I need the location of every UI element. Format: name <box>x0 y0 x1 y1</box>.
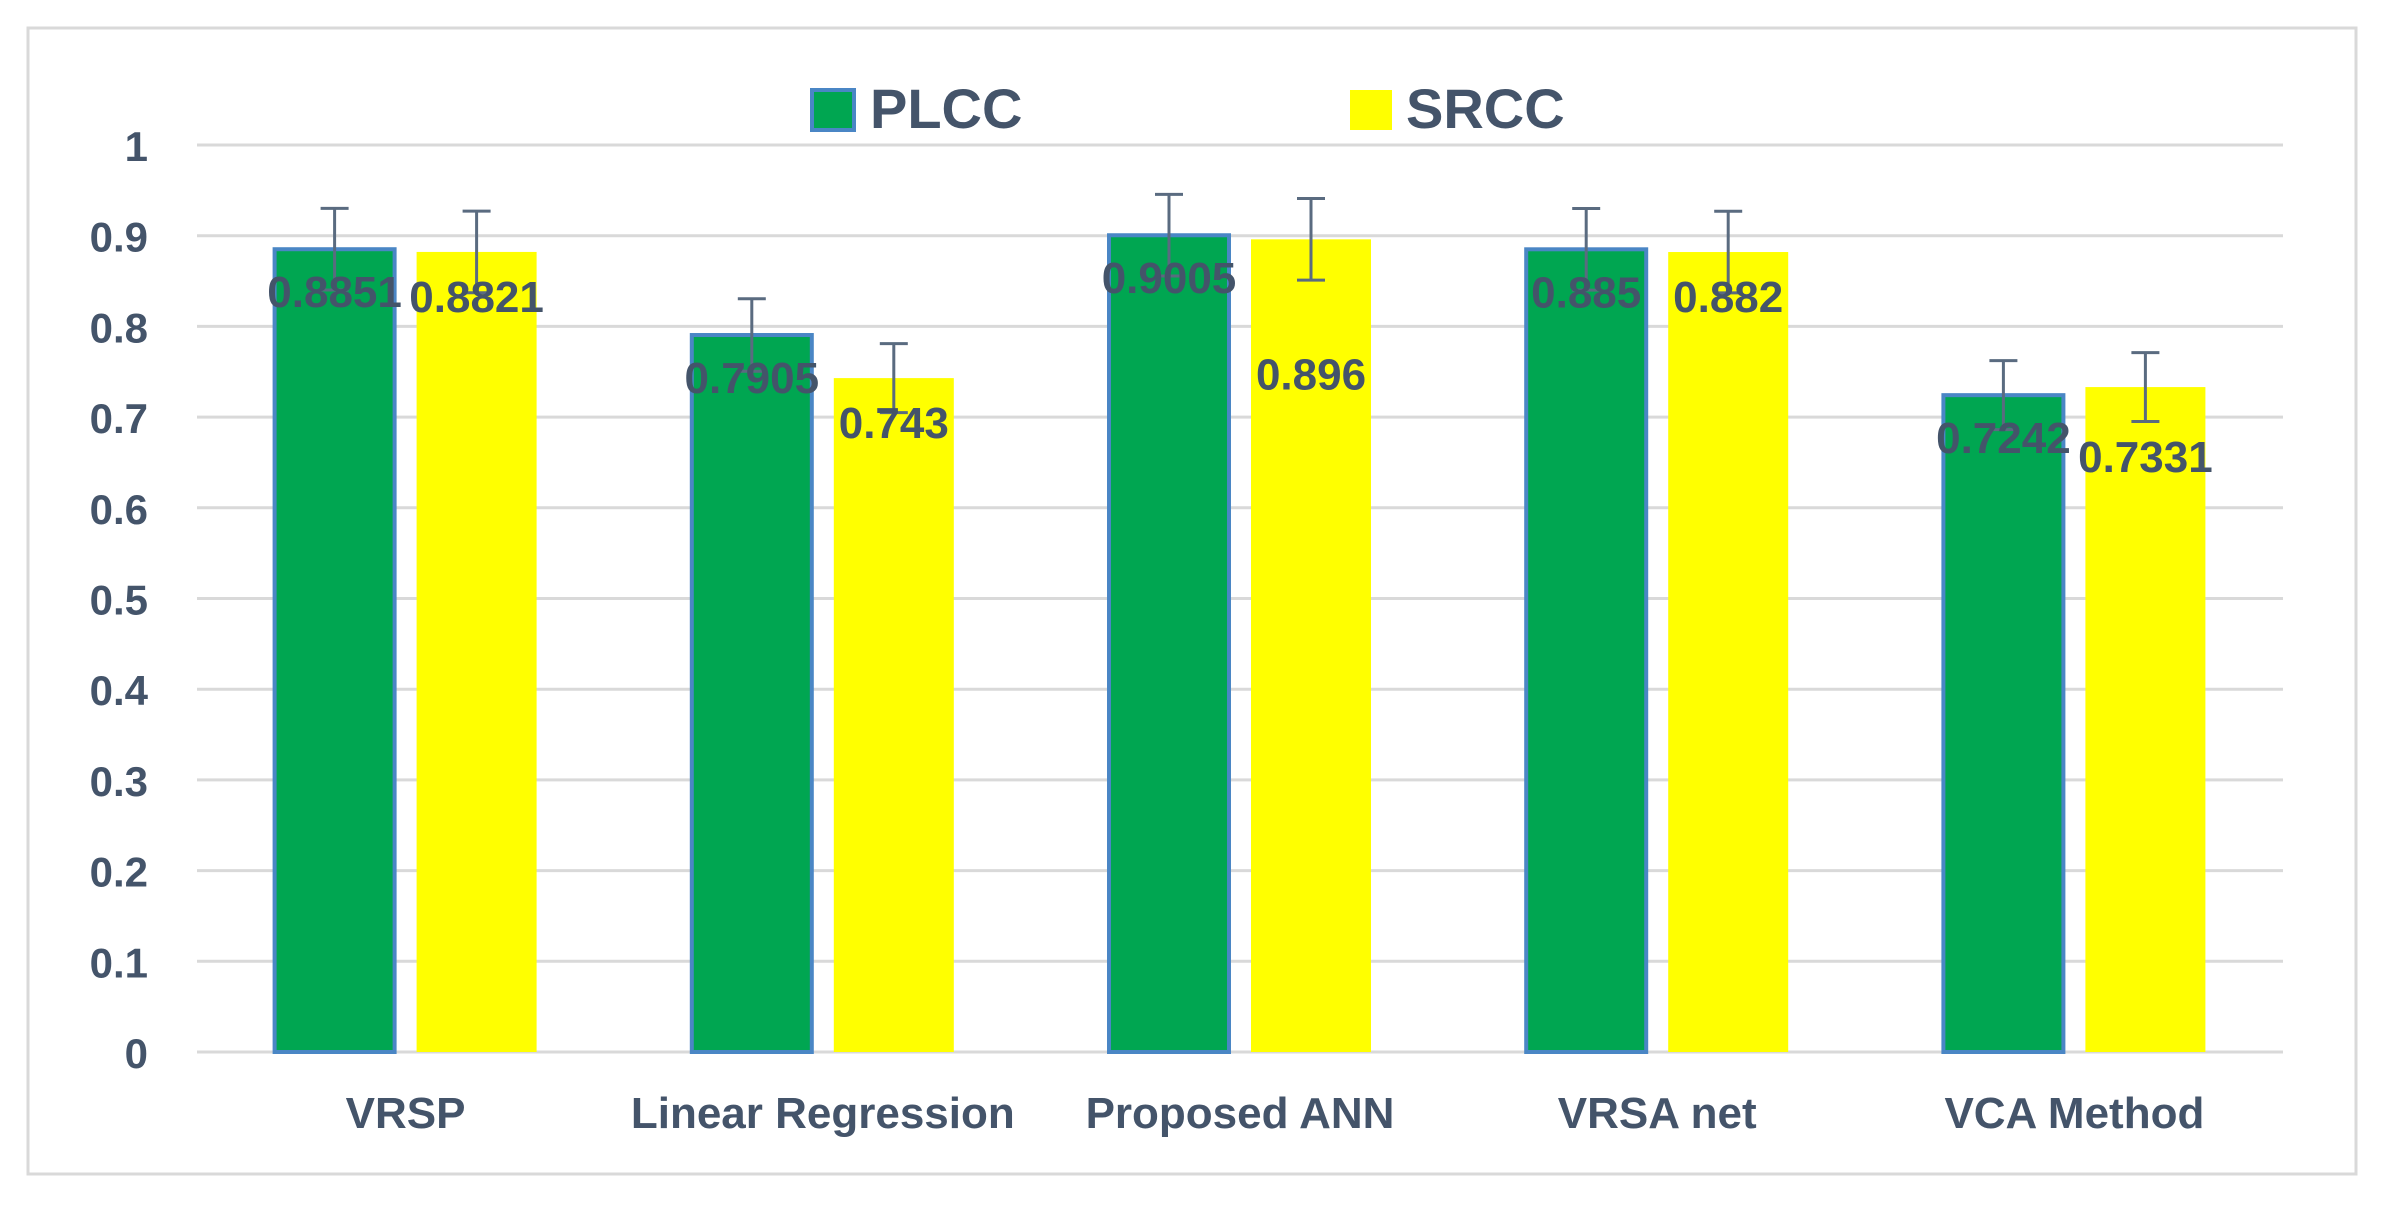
y-tick-label: 1 <box>125 123 148 170</box>
bar-srcc <box>1668 252 1789 1052</box>
x-tick-label: Linear Regression <box>631 1089 1015 1138</box>
legend: PLCC SRCC <box>810 77 1565 140</box>
data-label: 0.7331 <box>2078 433 2213 482</box>
x-tick-label: Proposed ANN <box>1086 1089 1395 1138</box>
y-tick-label: 0.5 <box>90 577 148 624</box>
data-label: 0.896 <box>1256 350 1366 399</box>
y-tick-label: 0.2 <box>90 849 148 896</box>
y-tick-label: 0.3 <box>90 758 148 805</box>
bar-srcc <box>2085 387 2206 1052</box>
data-label: 0.7242 <box>1936 414 2071 463</box>
bar-plcc <box>1524 247 1649 1054</box>
bars <box>272 233 2206 1055</box>
legend-label-srcc: SRCC <box>1406 77 1565 140</box>
x-axis-ticks: VRSP Linear Regression Proposed ANN VRSA ne… <box>346 1089 2205 1138</box>
data-label: 0.882 <box>1673 273 1783 322</box>
x-tick-label: VCA Method <box>1944 1089 2204 1138</box>
gridlines <box>197 143 2283 1054</box>
data-labels: 0.8851 0.8821 0.7905 0.743 0.9005 0.896 0.885 0… <box>267 254 2212 482</box>
bar-plcc <box>1107 233 1231 1054</box>
legend-label-plcc: PLCC <box>870 77 1022 140</box>
y-tick-label: 0.4 <box>90 667 149 714</box>
y-tick-label: 0.6 <box>90 486 148 533</box>
bar-plcc <box>272 247 397 1054</box>
bar-srcc <box>833 378 954 1052</box>
bar-srcc <box>1251 239 1371 1052</box>
data-label: 0.885 <box>1531 268 1641 317</box>
y-axis-ticks: 0 0.1 0.2 0.3 0.4 0.5 0.6 0.7 0.8 0.9 1 <box>90 123 149 1077</box>
legend-swatch-plcc <box>810 88 856 132</box>
bar-srcc <box>416 251 537 1052</box>
data-label: 0.7905 <box>685 354 820 403</box>
error-bars <box>320 192 2160 432</box>
x-tick-label: VRSA net <box>1558 1089 1757 1138</box>
legend-swatch-srcc <box>1350 90 1392 130</box>
bar-plcc <box>689 333 814 1055</box>
data-label: 0.743 <box>839 399 949 448</box>
y-tick-label: 0 <box>125 1030 148 1077</box>
y-tick-label: 0.1 <box>90 939 148 986</box>
bar-plcc <box>1941 393 2066 1055</box>
data-label: 0.8821 <box>409 273 544 322</box>
data-label: 0.8851 <box>267 268 402 317</box>
x-tick-label: VRSP <box>346 1089 466 1138</box>
y-tick-label: 0.8 <box>90 304 148 351</box>
y-tick-label: 0.9 <box>90 214 148 261</box>
data-label: 0.9005 <box>1102 254 1237 303</box>
y-tick-label: 0.7 <box>90 395 148 442</box>
